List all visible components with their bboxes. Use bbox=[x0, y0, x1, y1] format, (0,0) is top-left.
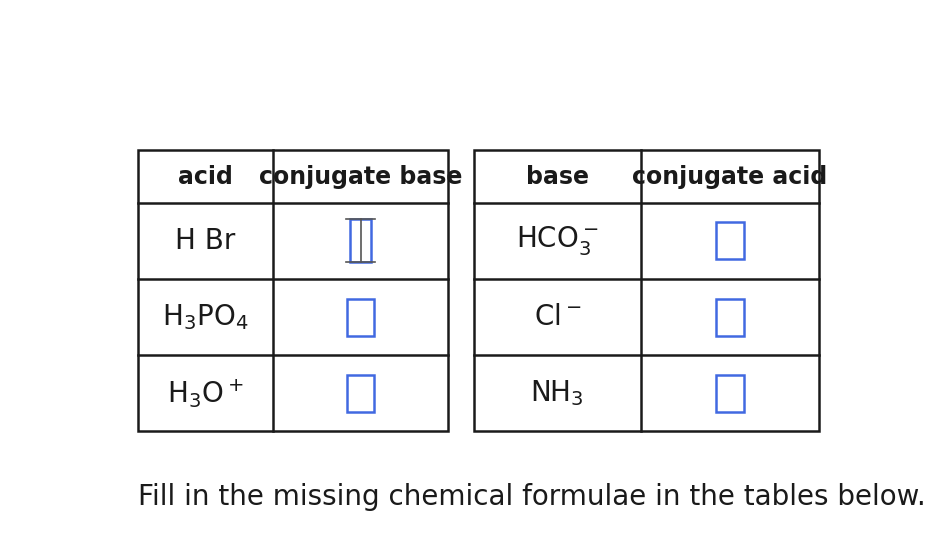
Text: H$_3$O$^+$: H$_3$O$^+$ bbox=[167, 377, 244, 409]
Text: Fill in the missing chemical formulae in the tables below.: Fill in the missing chemical formulae in… bbox=[137, 483, 924, 511]
Text: NH$_3$: NH$_3$ bbox=[530, 379, 584, 408]
Text: H Br: H Br bbox=[175, 227, 235, 255]
Text: H$_3$PO$_4$: H$_3$PO$_4$ bbox=[162, 302, 248, 332]
Text: acid: acid bbox=[178, 165, 233, 189]
Text: HCO$_3^-$: HCO$_3^-$ bbox=[515, 225, 598, 258]
Text: base: base bbox=[526, 165, 589, 189]
Bar bbox=[346, 375, 375, 412]
Text: Cl$^-$: Cl$^-$ bbox=[533, 303, 580, 331]
Text: conjugate base: conjugate base bbox=[259, 165, 462, 189]
Bar bbox=[715, 222, 743, 259]
Bar bbox=[137, 151, 447, 431]
Bar bbox=[474, 151, 818, 431]
Bar bbox=[715, 375, 743, 412]
Text: conjugate acid: conjugate acid bbox=[631, 165, 827, 189]
Bar bbox=[715, 298, 743, 335]
Bar bbox=[346, 298, 375, 335]
Bar bbox=[350, 220, 370, 263]
